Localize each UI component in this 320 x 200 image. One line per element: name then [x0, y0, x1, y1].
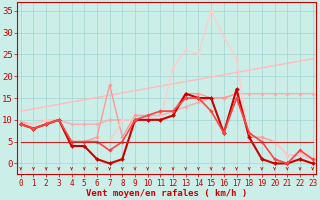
X-axis label: Vent moyen/en rafales ( km/h ): Vent moyen/en rafales ( km/h ): [86, 189, 247, 198]
